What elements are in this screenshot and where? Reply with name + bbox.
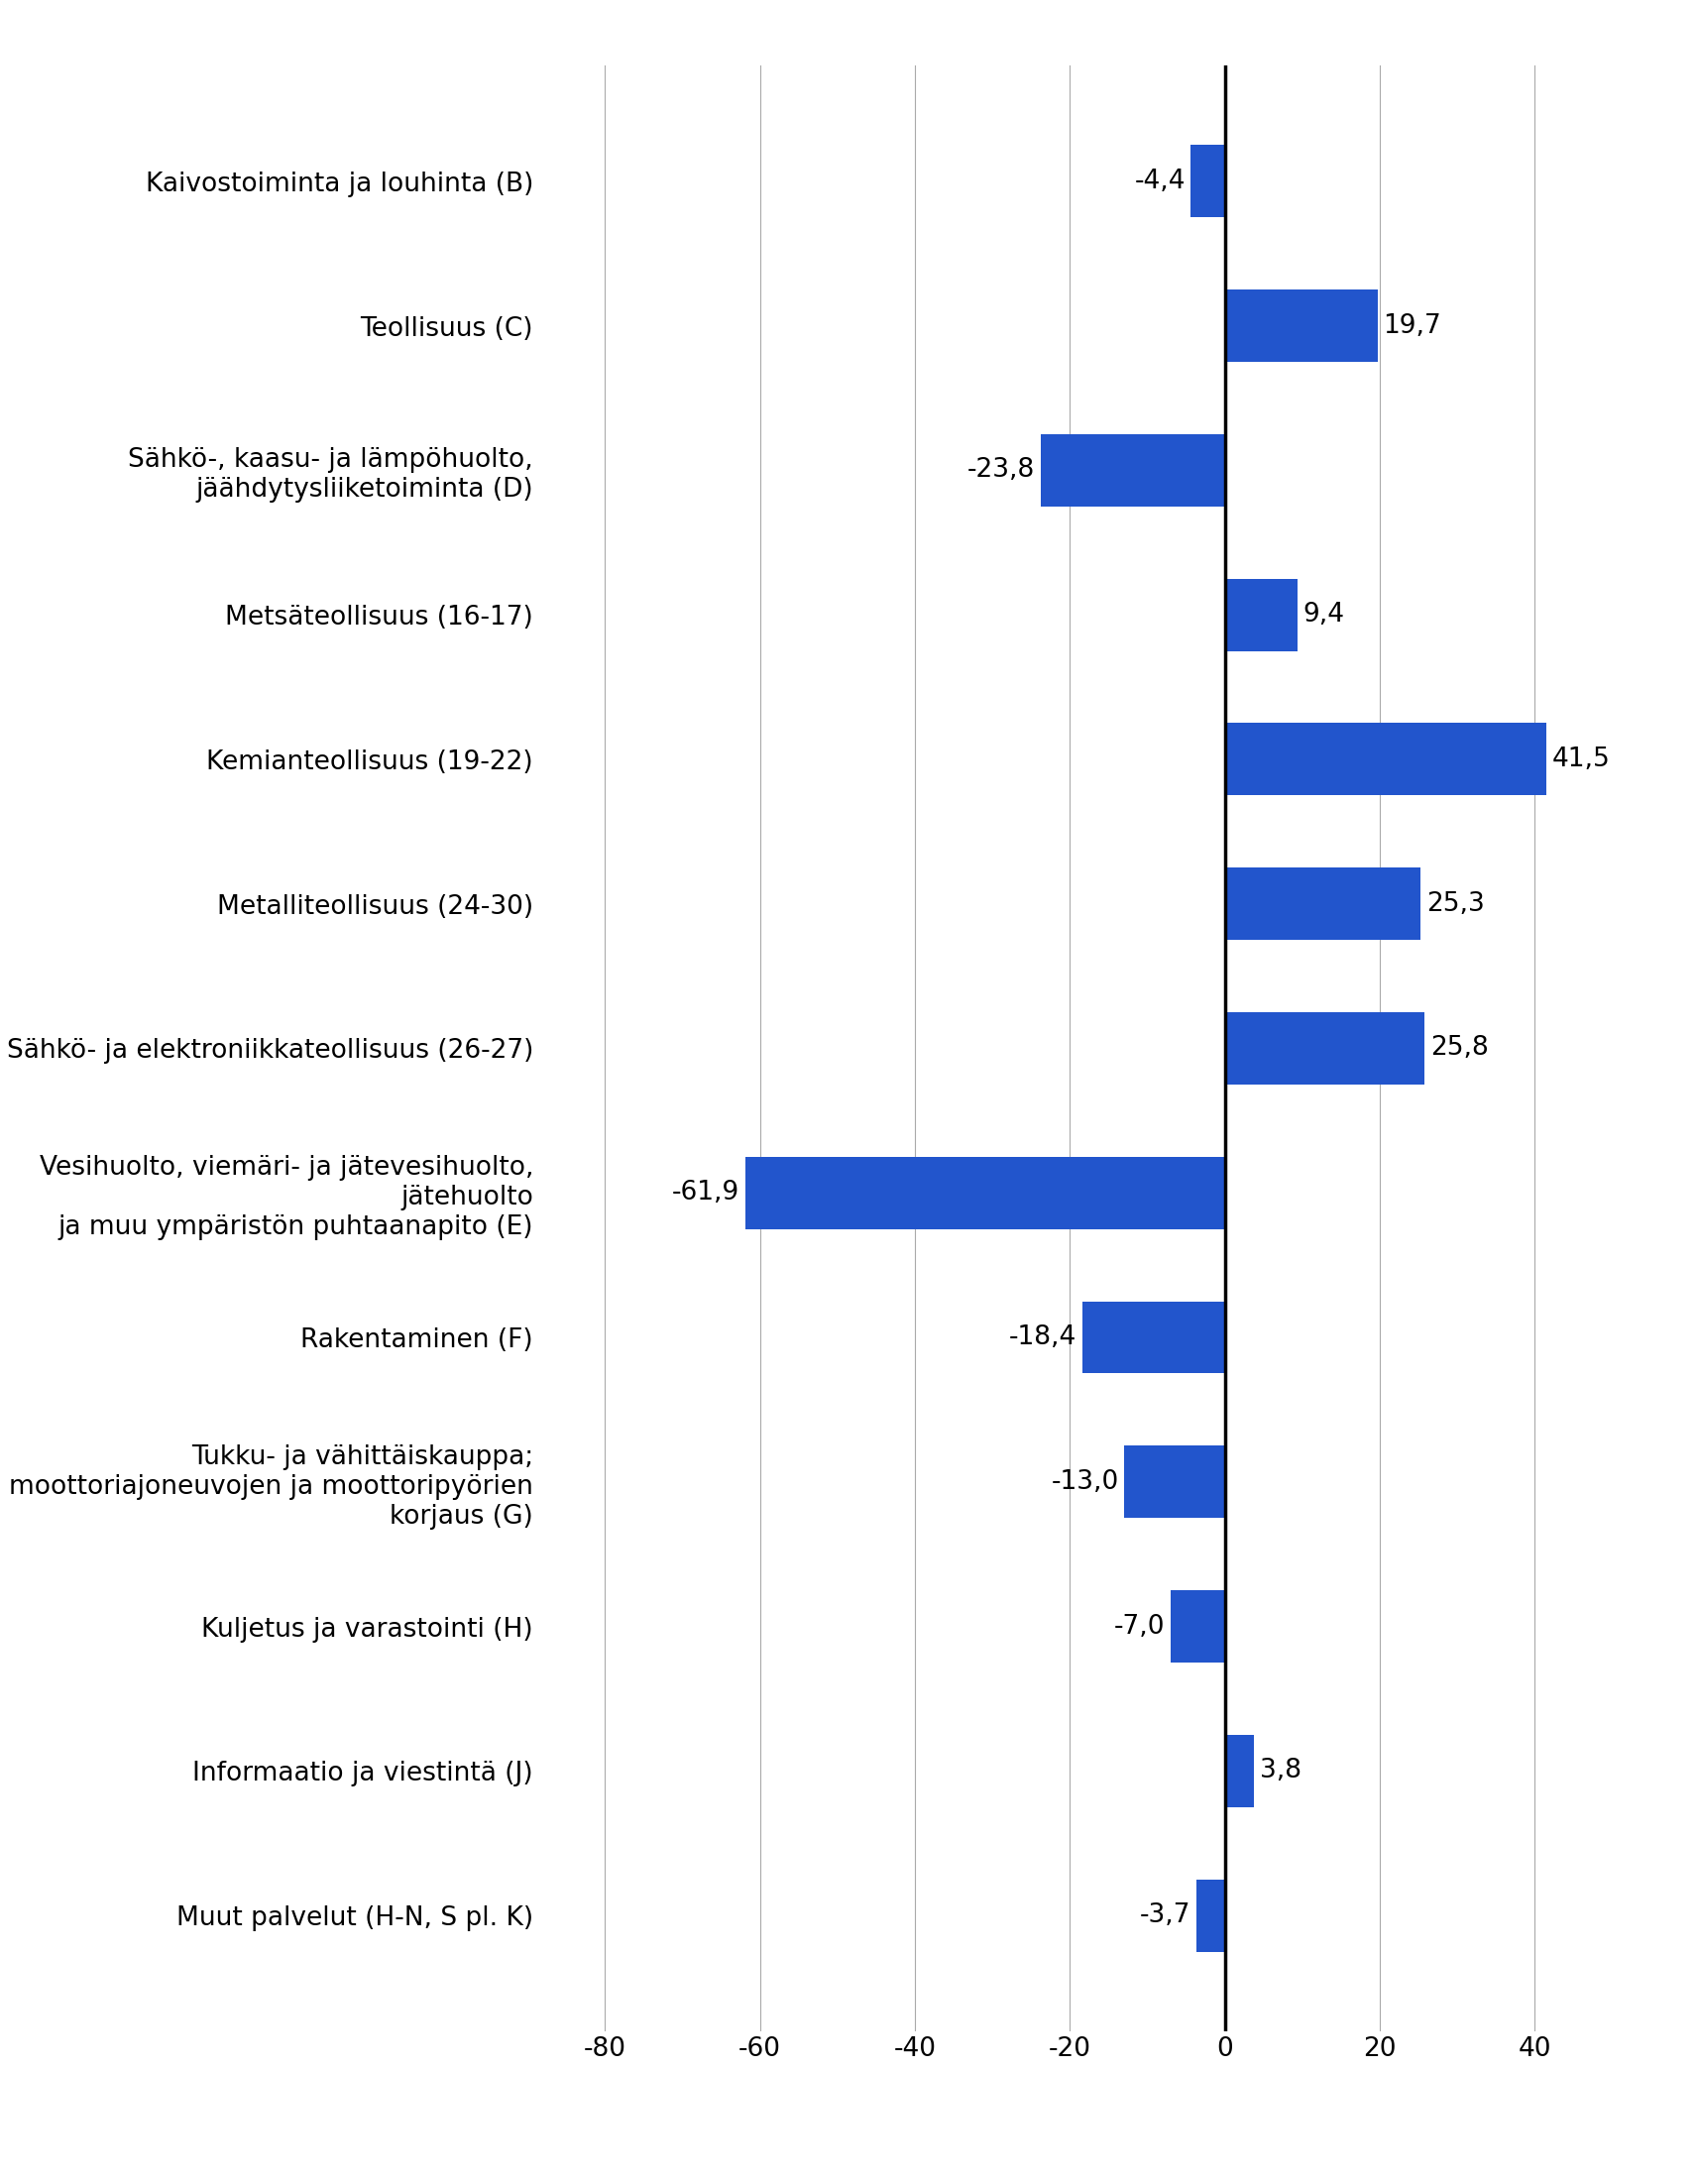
Text: -7,0: -7,0 [1115,1614,1166,1640]
Text: -23,8: -23,8 [967,456,1035,483]
Text: 25,8: 25,8 [1431,1035,1488,1061]
Text: -61,9: -61,9 [672,1179,740,1206]
Text: 3,8: 3,8 [1259,1758,1302,1784]
Bar [1225,867,1420,939]
Text: 9,4: 9,4 [1303,603,1344,627]
Bar [1040,435,1225,507]
Bar [745,1158,1225,1230]
Text: 25,3: 25,3 [1425,891,1485,917]
Bar [1171,1590,1225,1662]
Bar [1225,290,1378,363]
Text: -4,4: -4,4 [1134,168,1185,194]
Bar [1225,1011,1425,1085]
Bar [1123,1446,1225,1518]
Bar [1083,1302,1225,1374]
Bar [1196,1880,1225,1952]
Bar [1225,579,1298,651]
Bar [1191,144,1225,216]
Text: -3,7: -3,7 [1140,1902,1191,1928]
Text: -18,4: -18,4 [1010,1324,1078,1350]
Text: -13,0: -13,0 [1050,1470,1118,1494]
Text: 19,7: 19,7 [1383,312,1441,339]
Bar [1225,1734,1254,1806]
Text: 41,5: 41,5 [1551,747,1610,773]
Bar [1225,723,1546,795]
